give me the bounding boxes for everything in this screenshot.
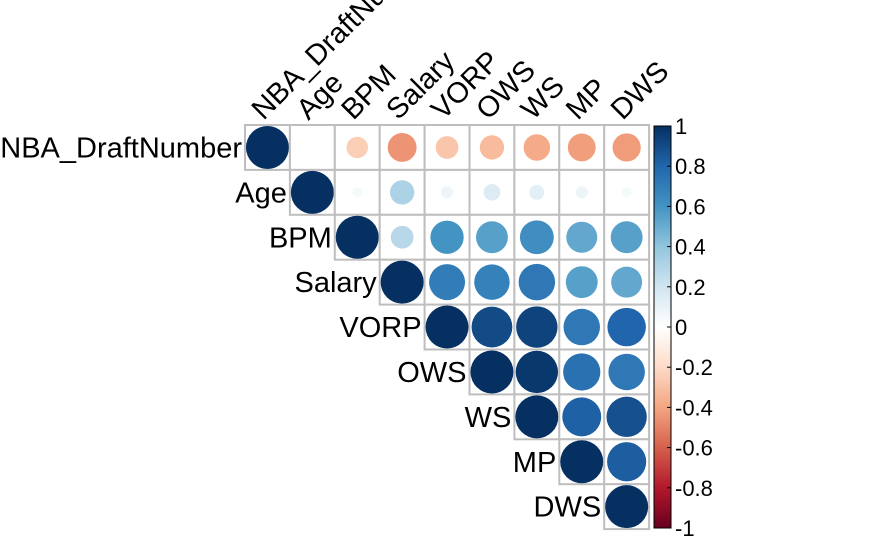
correlation-circle [519, 220, 554, 255]
color-bar-tick-label: 0.6 [675, 194, 706, 219]
correlation-circle [575, 186, 588, 199]
color-bar-tick-label: 0.8 [675, 154, 706, 179]
matrix-cell [513, 168, 561, 216]
correlation-circle [563, 308, 600, 346]
correlation-circle [529, 184, 545, 200]
correlation-circle [335, 215, 379, 259]
column-label: MP [560, 73, 613, 126]
correlation-circle [567, 133, 596, 162]
color-bar-tick-label: -0.8 [675, 476, 713, 501]
matrix-cell [288, 124, 336, 171]
correlation-circle [435, 136, 459, 159]
correlation-circle [612, 133, 641, 162]
color-bar-tick-label: 0.2 [675, 275, 706, 300]
correlation-circle [611, 266, 643, 298]
correlation-circle [523, 134, 551, 161]
correlation-circle [425, 305, 469, 349]
row-label: VORP [339, 312, 421, 344]
correlation-circle [389, 180, 415, 205]
color-bar-tick-label: -1 [675, 516, 695, 541]
matrix-cell [603, 124, 651, 171]
row-label: MP [513, 447, 557, 479]
correlation-circle [245, 125, 289, 169]
color-bar-tick-label: 1 [675, 114, 687, 139]
correlation-circle [563, 353, 601, 391]
correlation-circle [476, 221, 508, 254]
correlation-circle [290, 170, 334, 214]
matrix-cells [244, 124, 651, 531]
correlation-circle [387, 133, 417, 162]
color-bar-tick-label: 0 [675, 315, 687, 340]
color-legend: -1 -0.8 -0.6 -0.4 -0.2 0 0.2 0.4 0.6 0.8 1 [653, 114, 713, 541]
correlation-circle [429, 264, 466, 301]
correlation-circle [607, 307, 646, 347]
row-label: NBA_DraftNumber [0, 132, 242, 164]
color-bar-tick-label: 0.4 [675, 235, 706, 260]
correlation-circle [608, 353, 645, 391]
correlation-circle [380, 260, 424, 304]
correlation-circle [346, 136, 368, 159]
correlation-circle [479, 135, 505, 160]
correlation-circle [515, 350, 559, 394]
correlation-circle [560, 440, 604, 484]
column-label: DWS [605, 55, 675, 125]
correlation-circle [518, 263, 556, 301]
correlation-circle [606, 396, 647, 438]
row-label: BPM [269, 222, 332, 254]
correlation-circle [483, 184, 501, 201]
correlation-circle [607, 442, 647, 482]
color-bar-tick-label: -0.2 [675, 355, 713, 380]
correlation-circle [440, 186, 454, 199]
correlation-circle [470, 350, 514, 394]
correlation-circle [471, 306, 513, 348]
correlation-circle [566, 221, 598, 253]
row-label: WS [465, 402, 512, 434]
correlation-circle [390, 225, 414, 249]
correlation-circle [621, 187, 632, 198]
correlation-circle [515, 395, 559, 439]
row-label: OWS [397, 357, 466, 389]
correlation-circle [474, 264, 510, 300]
row-label: Age [235, 177, 287, 209]
column-labels: NBA_DraftNumberAgeBPMSalaryVORPOWSWSMPDW… [246, 0, 676, 126]
correlation-circle [516, 306, 558, 348]
correlation-circle [565, 266, 598, 299]
correlation-circle [430, 220, 464, 254]
row-label: Salary [294, 267, 377, 299]
row-label: DWS [534, 492, 602, 524]
correlation-circle [562, 397, 602, 437]
correlation-circle [352, 187, 363, 198]
correlation-circle [610, 221, 643, 254]
color-bar-tick-label: -0.4 [675, 395, 713, 420]
correlation-circle [605, 485, 649, 529]
color-bar-tick-label: -0.6 [675, 436, 713, 461]
